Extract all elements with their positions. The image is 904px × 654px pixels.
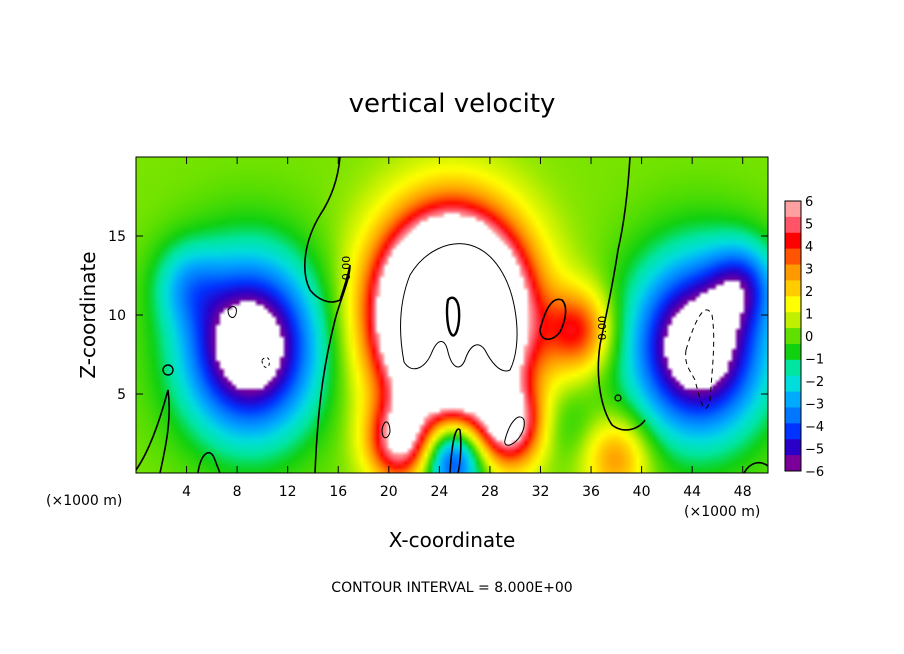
- colorbar-swatch: [785, 375, 801, 393]
- x-axis-label: X-coordinate: [389, 528, 516, 552]
- x-tick-label: 4: [182, 484, 191, 500]
- colorbar-tick-label: −3: [805, 398, 824, 413]
- colorbar-swatch: [785, 407, 801, 424]
- colorbar-tick-label: −2: [805, 375, 824, 390]
- x-tick-label: 44: [683, 484, 701, 500]
- x-tick-label: 40: [633, 484, 651, 500]
- colorbar-swatch: [785, 439, 801, 456]
- x-tick-label: 48: [734, 484, 752, 500]
- x-unit-right: (×1000 m): [684, 504, 760, 520]
- colorbar-swatch: [785, 296, 801, 313]
- colorbar-tick-label: 2: [805, 285, 813, 300]
- contour-interval-note: CONTOUR INTERVAL = 8.000E+00: [331, 580, 572, 596]
- y-axis-label: Z-coordinate: [76, 251, 100, 378]
- contour-small-loop-2: [614, 394, 622, 402]
- colorbar-swatch: [785, 280, 801, 297]
- x-unit-left: (×1000 m): [46, 493, 122, 509]
- x-axis: 4 8 12 16 20 24 28 32 36 40 44 48: [182, 157, 752, 500]
- contour-far-right: [743, 461, 768, 473]
- x-tick-label: 36: [582, 484, 600, 500]
- colorbar-swatch: [785, 232, 801, 250]
- contour-updraft-outer: [400, 243, 518, 372]
- colorbar-tick-label: 1: [805, 308, 813, 323]
- y-tick-label: 15: [108, 229, 126, 245]
- x-tick-label: 32: [532, 484, 550, 500]
- colorbar-tick-label: −6: [805, 465, 824, 480]
- chart-title: vertical velocity: [349, 89, 556, 119]
- contour-label-left: 0.00: [340, 256, 353, 281]
- colorbar-tick-label: 6: [805, 195, 813, 210]
- contour-left-dash-small: [261, 357, 270, 368]
- colorbar-swatch: [785, 216, 801, 234]
- colorbar: 6 5 4 3 2 1 0 −1 −2 −3 −4 −5 −6: [784, 195, 824, 480]
- contour-updraft-core: [445, 296, 461, 337]
- colorbar-swatch: [785, 328, 801, 345]
- colorbar-swatch: [785, 264, 801, 281]
- contour-left-small: [197, 451, 221, 473]
- colorbar-tick-label: −4: [805, 420, 824, 435]
- y-tick-label: 10: [108, 308, 126, 324]
- contour-bottom-center: [449, 428, 462, 473]
- x-tick-label: 8: [233, 484, 242, 500]
- colorbar-swatch: [785, 248, 801, 266]
- contour-bottom-left-loop: [381, 421, 391, 439]
- y-axis: 5 10 15: [108, 229, 768, 403]
- contour-right-small: [539, 298, 567, 341]
- contour-right-zero: [597, 157, 646, 431]
- x-tick-label: 20: [380, 484, 398, 500]
- colorbar-tick-label: 3: [805, 263, 813, 278]
- contour-label-right: 0.00: [596, 316, 609, 341]
- colorbar-swatch: [785, 343, 801, 361]
- heatmap-field: [136, 157, 768, 473]
- contour-left-base: [136, 389, 170, 473]
- contour-small-loop-1: [162, 364, 174, 376]
- colorbar-tick-label: −1: [805, 353, 824, 368]
- colorbar-tick-label: 5: [805, 218, 813, 233]
- contour-left-zero: [304, 157, 351, 473]
- colorbar-tick-label: 4: [805, 240, 813, 255]
- colorbar-tick-label: 0: [805, 330, 813, 345]
- colorbar-swatch: [785, 201, 801, 218]
- colorbar-tick-label: −5: [805, 443, 824, 458]
- contour-left-small-loop: [227, 306, 237, 318]
- x-tick-label: 24: [430, 484, 448, 500]
- x-tick-label: 28: [481, 484, 499, 500]
- y-tick-label: 5: [117, 387, 126, 403]
- contour-layer: [136, 157, 768, 473]
- x-tick-label: 16: [329, 484, 347, 500]
- contour-bottom-right-loop: [504, 416, 525, 446]
- colorbar-swatch: [785, 359, 801, 377]
- x-tick-label: 12: [279, 484, 297, 500]
- colorbar-swatch: [785, 312, 801, 329]
- colorbar-swatch: [785, 455, 801, 472]
- colorbar-swatch: [785, 391, 801, 408]
- colorbar-frame: [784, 200, 802, 472]
- colorbar-swatch: [785, 423, 801, 440]
